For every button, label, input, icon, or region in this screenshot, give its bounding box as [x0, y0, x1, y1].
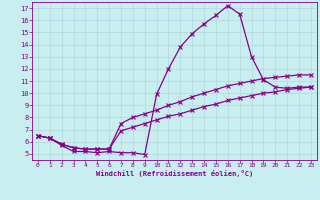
X-axis label: Windchill (Refroidissement éolien,°C): Windchill (Refroidissement éolien,°C) [96, 170, 253, 177]
